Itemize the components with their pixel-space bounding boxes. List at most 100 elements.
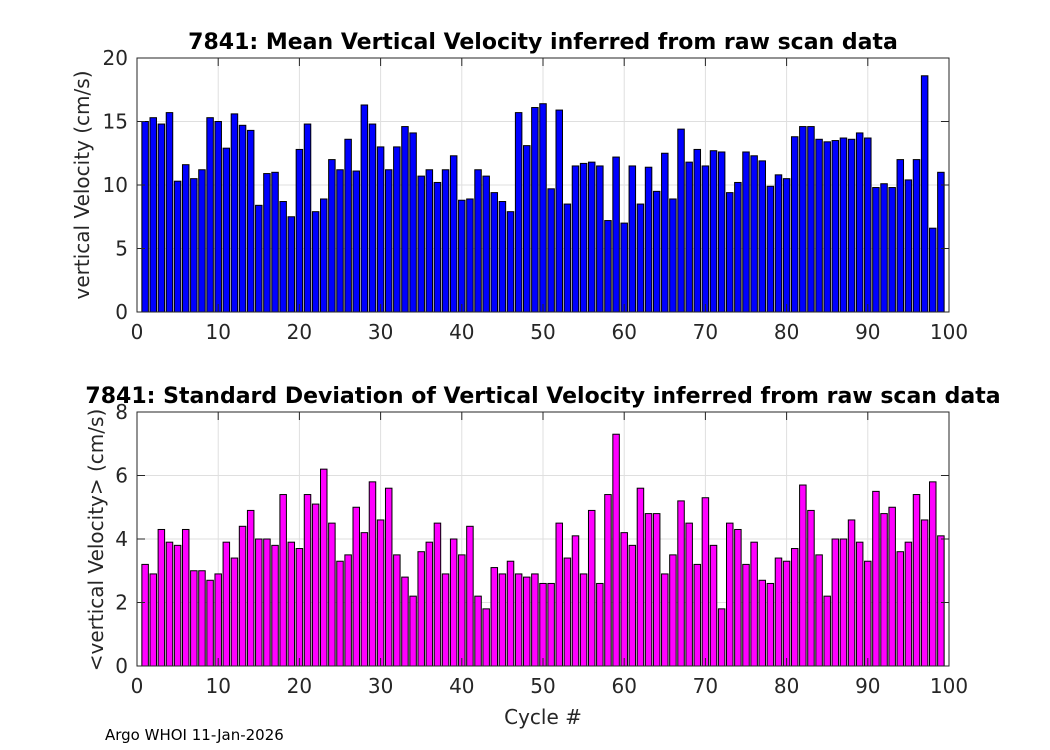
y-tick-labels: 0 5 10 15 20 bbox=[103, 46, 128, 324]
bar bbox=[344, 138, 352, 313]
bar bbox=[709, 150, 718, 313]
bar bbox=[864, 137, 872, 313]
x-tick-label: 100 bbox=[930, 674, 968, 698]
bar bbox=[441, 573, 450, 667]
bar bbox=[320, 198, 328, 313]
bar bbox=[912, 494, 921, 667]
bar bbox=[555, 109, 563, 313]
bar bbox=[165, 112, 174, 313]
bar bbox=[799, 484, 807, 667]
bar bbox=[847, 138, 856, 313]
bar bbox=[173, 544, 182, 667]
bar bbox=[774, 557, 783, 667]
bar bbox=[198, 169, 206, 313]
bar bbox=[937, 535, 945, 667]
bar bbox=[717, 151, 726, 313]
bar bbox=[409, 132, 417, 313]
bar bbox=[855, 132, 864, 313]
bar bbox=[190, 178, 198, 313]
bar bbox=[612, 156, 620, 313]
bar bbox=[514, 573, 523, 667]
bar bbox=[295, 148, 304, 313]
bar bbox=[336, 560, 344, 667]
x-tick-label: 90 bbox=[855, 320, 880, 344]
bar bbox=[734, 528, 742, 667]
bar bbox=[384, 487, 393, 667]
x-tick-label: 50 bbox=[530, 674, 555, 698]
bar bbox=[303, 123, 312, 313]
bar bbox=[149, 573, 157, 667]
bar bbox=[920, 75, 929, 313]
bar-series bbox=[141, 75, 945, 313]
bar bbox=[587, 161, 596, 313]
bar-series bbox=[141, 433, 945, 667]
bar bbox=[539, 103, 547, 313]
bar bbox=[449, 155, 458, 313]
bar bbox=[514, 112, 523, 313]
bar bbox=[490, 567, 499, 667]
bar bbox=[880, 513, 888, 667]
bar bbox=[790, 136, 799, 313]
bar bbox=[498, 573, 507, 667]
bar bbox=[790, 548, 799, 667]
bar bbox=[474, 169, 482, 313]
bar bbox=[547, 188, 555, 313]
bar bbox=[758, 160, 766, 313]
chart-title: 7841: Mean Vertical Velocity inferred fr… bbox=[188, 30, 898, 55]
bar bbox=[685, 161, 693, 313]
x-tick-label: 70 bbox=[693, 320, 718, 344]
bar bbox=[758, 579, 766, 667]
bar bbox=[652, 190, 661, 313]
bar bbox=[571, 535, 580, 667]
bar bbox=[587, 509, 596, 667]
bar bbox=[279, 201, 287, 313]
bar bbox=[701, 165, 710, 313]
bar bbox=[531, 573, 539, 667]
bar bbox=[596, 165, 604, 313]
bar bbox=[742, 563, 750, 667]
bar bbox=[246, 509, 255, 667]
bar bbox=[149, 117, 157, 313]
x-tick-label: 70 bbox=[693, 674, 718, 698]
bar bbox=[555, 522, 563, 667]
bar bbox=[222, 147, 231, 313]
bar bbox=[482, 175, 490, 313]
bar bbox=[433, 522, 442, 667]
bar bbox=[839, 538, 848, 667]
bar bbox=[238, 124, 247, 313]
bar bbox=[279, 494, 287, 667]
bar bbox=[498, 201, 507, 313]
bar bbox=[417, 175, 425, 313]
x-tick-label: 100 bbox=[930, 320, 968, 344]
bar bbox=[352, 170, 360, 313]
bar bbox=[157, 123, 166, 313]
bar bbox=[604, 220, 612, 313]
bar bbox=[417, 551, 425, 667]
bar bbox=[661, 152, 669, 313]
bar bbox=[929, 481, 937, 667]
bar bbox=[563, 203, 572, 313]
x-axis-label: Cycle # bbox=[504, 705, 582, 729]
bar bbox=[742, 151, 750, 313]
bar bbox=[466, 198, 474, 313]
bar bbox=[888, 506, 896, 667]
bar bbox=[831, 538, 840, 667]
bar bbox=[539, 582, 547, 667]
bar bbox=[872, 187, 880, 313]
bar bbox=[328, 522, 336, 667]
bar bbox=[458, 554, 466, 667]
bar bbox=[855, 541, 864, 667]
bar bbox=[384, 169, 393, 313]
y-axis-label: <vertical Velocity> (cm/s) bbox=[84, 409, 108, 672]
bar bbox=[864, 560, 872, 667]
bar bbox=[222, 541, 231, 667]
bar bbox=[872, 490, 880, 667]
bar bbox=[782, 178, 791, 313]
bar bbox=[596, 582, 604, 667]
tick-marks bbox=[136, 57, 950, 313]
bar bbox=[807, 509, 815, 667]
bar bbox=[652, 513, 661, 667]
bar bbox=[685, 522, 693, 667]
bar bbox=[571, 165, 580, 313]
